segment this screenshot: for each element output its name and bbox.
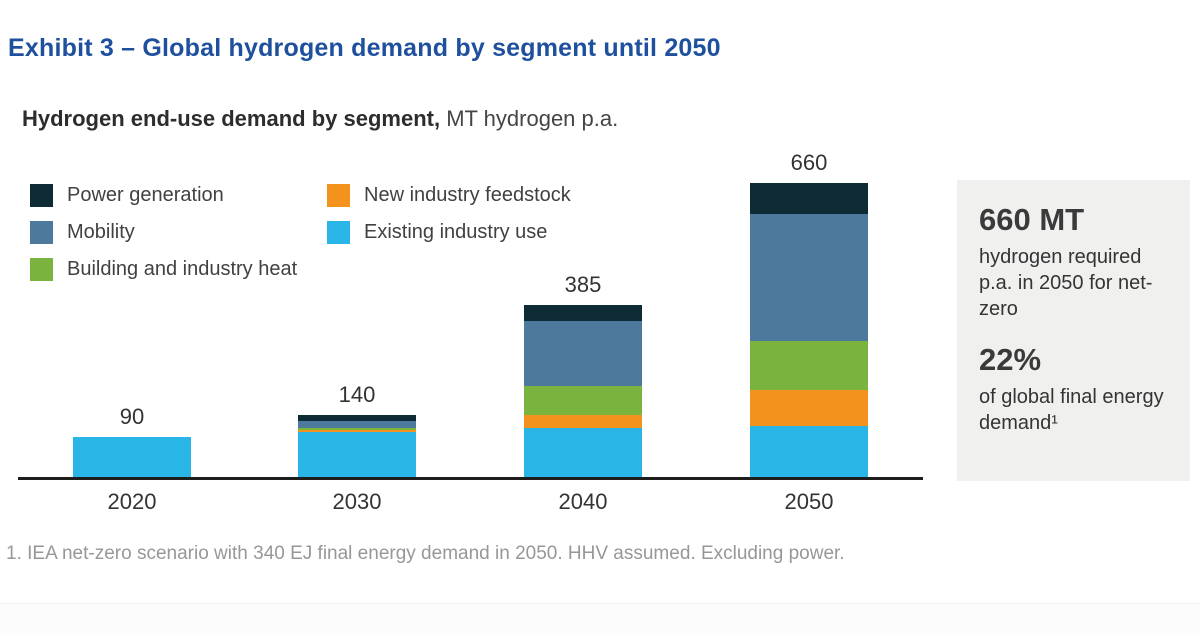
- x-axis-label-2030: 2030: [332, 489, 382, 514]
- legend-item-new-industry-feedstock: New industry feedstock: [327, 184, 571, 221]
- legend-label-existing-industry-use: Existing industry use: [364, 221, 548, 243]
- legend-label-building-and-industry-heat: Building and industry heat: [67, 258, 298, 280]
- bar-2030-segment-new-industry-feedstock: [298, 430, 416, 433]
- x-axis-label-2050: 2050: [784, 489, 834, 514]
- bar-2040-segment-building-and-industry-heat: [524, 385, 642, 415]
- legend-item-mobility: Mobility: [30, 221, 327, 258]
- legend-swatch-building-and-industry-heat: [30, 258, 53, 281]
- bar-total-label-2050: 660: [790, 149, 828, 175]
- bar-2040-segment-existing-industry-use: [524, 427, 642, 477]
- legend-item-existing-industry-use: Existing industry use: [327, 221, 571, 258]
- callout-panel: 660 MT hydrogen required p.a. in 2050 fo…: [957, 180, 1190, 481]
- bar-2030-segment-mobility: [298, 421, 416, 428]
- x-axis-line: [18, 477, 923, 480]
- bar-2040-segment-new-industry-feedstock: [524, 414, 642, 428]
- bar-2030-segment-existing-industry-use: [298, 432, 416, 477]
- bar-total-label-2020: 90: [119, 403, 145, 429]
- bar-2020-segment-existing-industry-use: [73, 436, 191, 477]
- callout-desc-22pct: of global final energy demand¹: [979, 386, 1164, 434]
- bar-2050-segment-new-industry-feedstock: [750, 390, 868, 426]
- bar-total-label-2030: 140: [338, 381, 376, 407]
- callout-stat-22pct: 22%: [979, 342, 1042, 377]
- legend-item-power-generation: Power generation: [30, 184, 327, 221]
- chart-legend: Power generation Mobility Building and i…: [30, 184, 571, 295]
- callout-desc-660mt: hydrogen required p.a. in 2050 for net-z…: [979, 246, 1153, 320]
- legend-label-mobility: Mobility: [67, 221, 135, 243]
- bar-2030-segment-building-and-industry-heat: [298, 427, 416, 431]
- x-axis-label-2020: 2020: [107, 489, 157, 514]
- x-axis-label-2040: 2040: [558, 489, 608, 514]
- bar-2050-segment-building-and-industry-heat: [750, 341, 868, 391]
- chart-subtitle-unit: MT hydrogen p.a.: [446, 106, 619, 131]
- legend-item-building-and-industry-heat: Building and industry heat: [30, 258, 327, 295]
- chart-subtitle: Hydrogen end-use demand by segment, MT h…: [22, 106, 618, 132]
- footnote: 1. IEA net-zero scenario with 340 EJ fin…: [6, 543, 845, 564]
- legend-swatch-power-generation: [30, 184, 53, 207]
- legend-label-power-generation: Power generation: [67, 184, 224, 206]
- bar-2050-segment-power-generation: [750, 182, 868, 215]
- bar-2050-segment-existing-industry-use: [750, 425, 868, 477]
- bar-2050-segment-mobility: [750, 214, 868, 342]
- chart-subtitle-main: Hydrogen end-use demand by segment,: [22, 106, 441, 131]
- bar-2040-segment-power-generation: [524, 305, 642, 322]
- callout-stat-660mt: 660 MT: [979, 202, 1085, 237]
- bar-2030-segment-power-generation: [298, 414, 416, 422]
- bar-total-label-2040: 385: [564, 272, 602, 298]
- legend-label-new-industry-feedstock: New industry feedstock: [364, 184, 571, 206]
- exhibit-title: Exhibit 3 – Global hydrogen demand by se…: [8, 34, 721, 62]
- legend-swatch-new-industry-feedstock: [327, 184, 350, 207]
- bottom-strip: [0, 603, 1200, 635]
- legend-swatch-mobility: [30, 221, 53, 244]
- legend-swatch-existing-industry-use: [327, 221, 350, 244]
- bar-2040-segment-mobility: [524, 321, 642, 386]
